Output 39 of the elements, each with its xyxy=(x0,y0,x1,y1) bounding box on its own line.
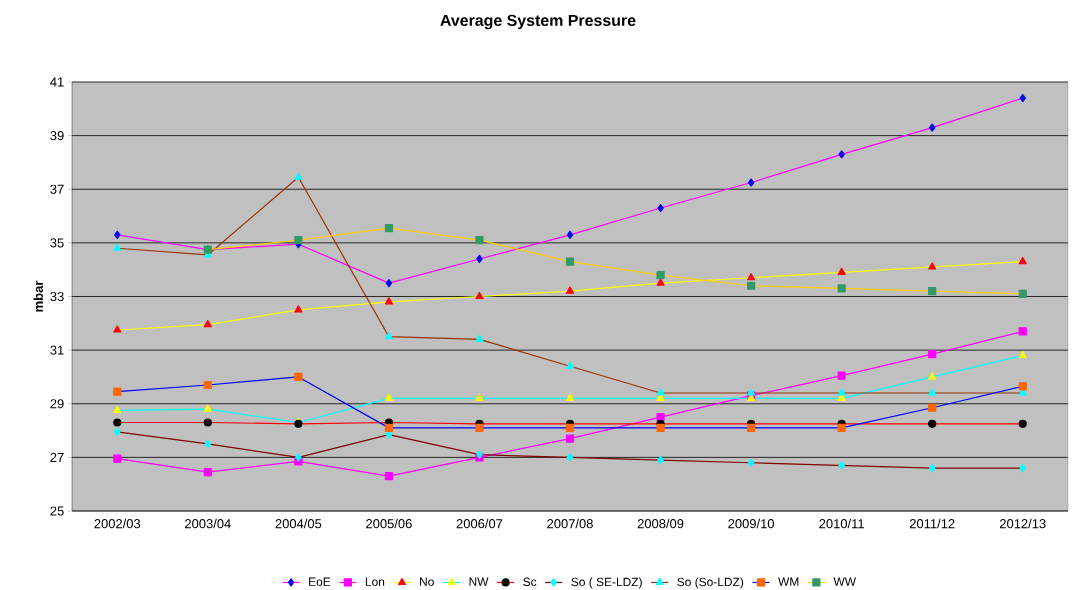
x-tick-label: 2011/12 xyxy=(909,518,955,529)
legend-label: WW xyxy=(833,577,856,586)
y-tick-label: 25 xyxy=(50,506,64,516)
legend-label: So ( SE-LDZ) xyxy=(571,577,642,589)
x-tick-label: 2004/05 xyxy=(275,518,322,529)
x-tick-label: 2003/04 xyxy=(185,518,231,529)
y-tick-label: 41 xyxy=(50,77,64,87)
legend-label: So (So-LDZ) xyxy=(677,577,744,589)
y-tick-label: 35 xyxy=(50,238,64,248)
x-tick-label: 2012/13 xyxy=(999,518,1046,529)
chart-title: Average System Pressure xyxy=(440,14,636,30)
legend-label: EoE xyxy=(309,577,331,586)
y-axis-title: mbar xyxy=(33,280,43,312)
x-tick-label: 2010/11 xyxy=(819,518,864,529)
y-tick-label: 39 xyxy=(50,131,64,141)
y-tick-label: 33 xyxy=(50,291,64,302)
point xyxy=(656,413,665,422)
x-tick-label: 2006/07 xyxy=(456,518,503,529)
point xyxy=(1018,327,1027,336)
x-tick-label: 2009/10 xyxy=(728,518,774,529)
y-tick-label: 31 xyxy=(50,345,64,355)
legend-label: No xyxy=(420,577,434,586)
point xyxy=(565,434,575,443)
point xyxy=(203,468,212,477)
x-tick-label: 2007/08 xyxy=(547,518,593,529)
point xyxy=(113,454,122,463)
legend-label: NW xyxy=(469,577,489,586)
y-tick-label: 29 xyxy=(50,399,64,409)
y-tick-label: 27 xyxy=(50,452,64,462)
point xyxy=(928,350,937,359)
x-tick-label: 2008/09 xyxy=(637,518,684,529)
point xyxy=(384,472,394,481)
x-tick-label: 2005/06 xyxy=(366,518,412,529)
legend-label: Sc xyxy=(523,577,537,587)
point xyxy=(837,371,846,380)
legend-label: WM xyxy=(778,577,799,586)
y-tick-label: 37 xyxy=(50,184,64,194)
legend-label: Lon xyxy=(365,577,385,586)
x-tick-label: 2002/03 xyxy=(94,518,141,529)
